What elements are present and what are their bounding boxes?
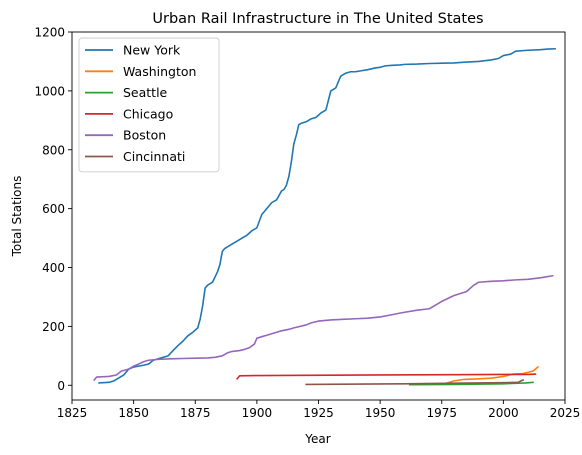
series-line-washington [443, 365, 540, 385]
x-tick-label: 1950 [365, 406, 396, 420]
series-line-new-york [98, 47, 556, 384]
y-tick-label: 400 [42, 261, 65, 275]
series-line-boston [93, 274, 554, 382]
series-line-seattle [408, 381, 534, 386]
x-tick-label: 1875 [180, 406, 211, 420]
y-tick-label: 1000 [34, 84, 65, 98]
x-tick-label: 1850 [118, 406, 149, 420]
legend-label-seattle: Seattle [123, 85, 168, 100]
y-tick-label: 0 [57, 379, 65, 393]
legend-label-boston: Boston [123, 128, 166, 143]
legend-frame [78, 37, 220, 173]
y-tick-label: 1200 [34, 26, 65, 40]
axes-layer: 1825 1850 1875 1900 1925 1950 1975 2000 2025 0 200… [34, 26, 580, 421]
y-tick-label: 200 [42, 320, 65, 334]
x-tick-label: 1825 [57, 406, 88, 420]
y-tick-label: 800 [42, 143, 65, 157]
x-tick-label: 2000 [488, 406, 519, 420]
series-line-chicago [236, 373, 537, 380]
y-axis-label: Total Stations [10, 176, 24, 258]
legend-label-cincinnati: Cincinnati [123, 149, 185, 164]
y-tick-label: 600 [42, 202, 65, 216]
series-line-cincinnati [305, 378, 525, 386]
x-tick-label: 1925 [303, 406, 334, 420]
x-tick-label: 1900 [242, 406, 273, 420]
legend: New York Washington Seattle Chicago Boston Ci… [78, 37, 220, 173]
x-tick-label: 1975 [426, 406, 457, 420]
chart-title: Urban Rail Infrastructure in The United … [152, 11, 483, 27]
x-tick-label: 2025 [550, 406, 581, 420]
x-axis-label: Year [304, 432, 330, 446]
legend-label-chicago: Chicago [123, 106, 173, 121]
series-layer [93, 47, 556, 386]
legend-label-washington: Washington [123, 64, 196, 79]
legend-label-new-york: New York [123, 43, 181, 58]
